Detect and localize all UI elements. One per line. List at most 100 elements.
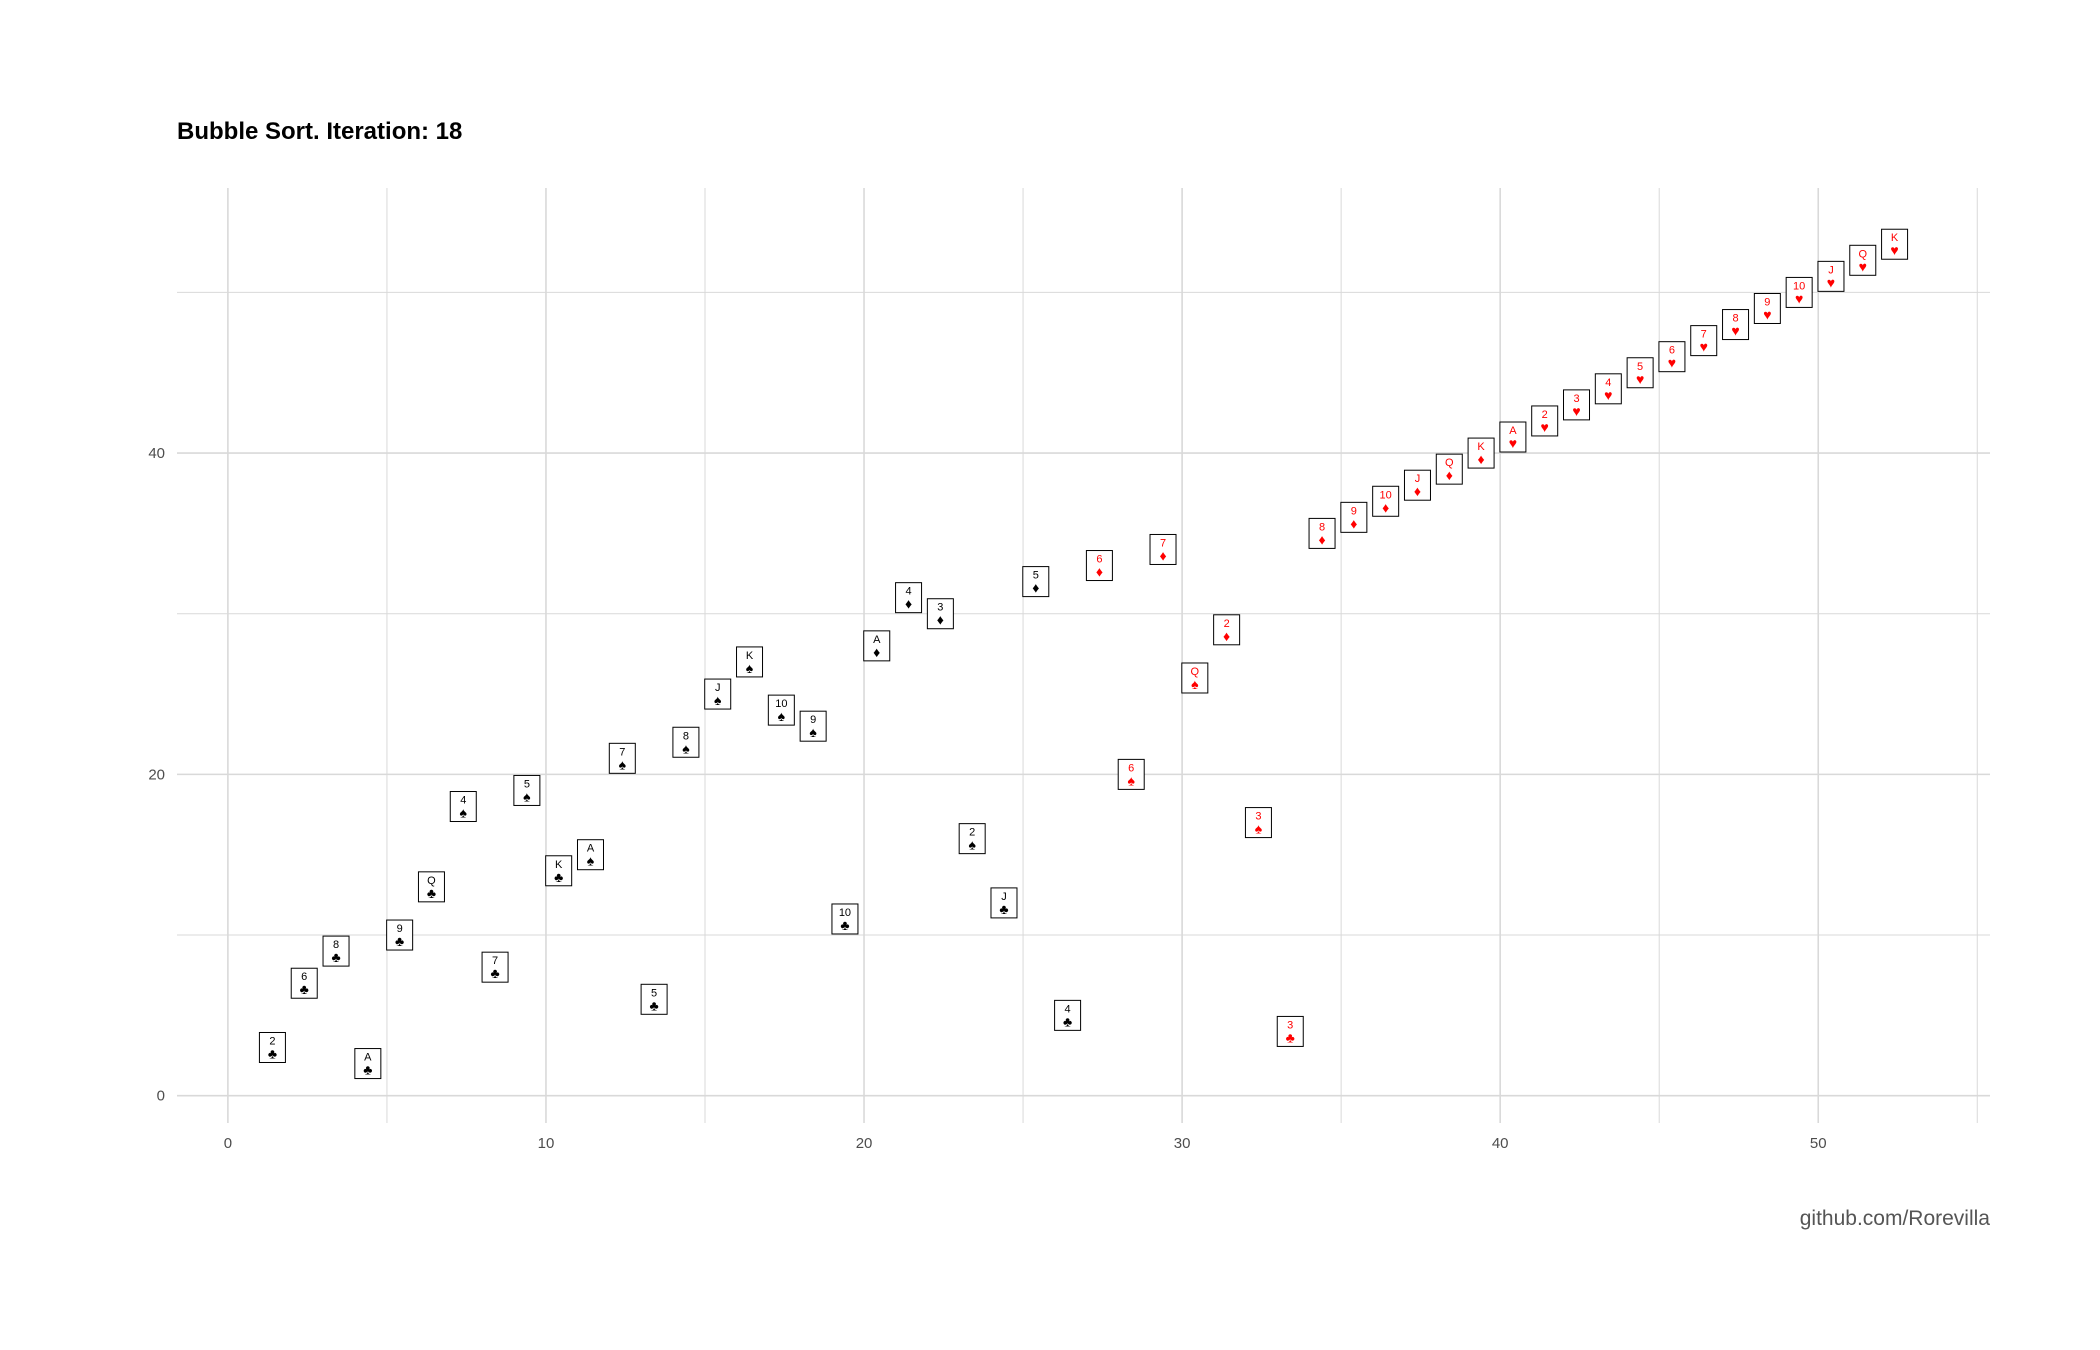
card-rank-label: 6 [1669,345,1675,357]
card-suit-icon: ♥ [1604,387,1612,403]
card-outline [767,694,795,726]
card-outline [640,983,668,1015]
card-suit-icon: ♦ [1478,451,1485,467]
card-suit-icon: ♦ [1096,564,1103,580]
card-rank-label: 2 [269,1035,275,1047]
card-marker: J♦ [1403,469,1431,501]
card-outline [1149,533,1177,565]
card-outline [1181,662,1209,694]
card-rank-label: 3 [937,602,943,614]
card-marker: 7♠ [608,742,636,774]
card-suit-icon: ♦ [1159,547,1166,563]
x-tick-label: 0 [224,1135,232,1152]
card-marker: A♠ [576,839,604,871]
card-rank-label: A [587,843,595,855]
minor-gridlines [177,188,1990,1123]
card-marker: 3♠ [1244,807,1272,839]
card-outline [354,1048,382,1080]
card-suit-icon: ♣ [363,1062,372,1078]
card-rank-label: K [1477,441,1485,453]
card-marker: A♦ [863,630,891,662]
card-rank-label: 2 [1542,409,1548,421]
y-axis-ticks: 0 20 40 [148,445,165,1105]
card-outline [1881,228,1909,260]
card-outline [1785,276,1813,308]
card-outline [1244,807,1272,839]
card-suit-icon: ♥ [1700,339,1708,355]
card-outline [1403,469,1431,501]
card-suit-icon: ♦ [1350,515,1357,531]
card-marker: 3♦ [926,598,954,630]
card-rank-label: 10 [839,907,851,919]
card-rank-label: 4 [1605,377,1611,389]
card-suit-icon: ♣ [1286,1029,1295,1045]
x-tick-label: 50 [1810,1135,1827,1152]
card-rank-label: 9 [1764,296,1770,308]
card-rank-label: 4 [460,795,466,807]
card-marker: 4♦ [895,582,923,614]
card-suit-icon: ♠ [1191,676,1199,692]
card-marker: Q♦ [1435,453,1463,485]
card-rank-label: 9 [397,923,403,935]
card-marker: 3♣ [1276,1015,1304,1047]
card-outline [1563,389,1591,421]
card-marker: Q♥ [1849,244,1877,276]
card-outline [895,582,923,614]
x-tick-label: 30 [1174,1135,1191,1152]
card-marker: K♥ [1881,228,1909,260]
card-rank-label: 3 [1573,393,1579,405]
card-outline [1435,453,1463,485]
card-rank-label: 8 [1319,521,1325,533]
card-marker: 10♣ [831,903,859,935]
card-suit-icon: ♠ [714,692,722,708]
card-outline [831,903,859,935]
card-suit-icon: ♥ [1636,371,1644,387]
card-outline [1213,614,1241,646]
card-suit-icon: ♦ [1223,628,1230,644]
y-tick-label: 0 [157,1088,165,1105]
card-suit-icon: ♣ [268,1045,277,1061]
card-suit-icon: ♠ [587,853,595,869]
card-outline [1626,357,1654,389]
card-rank-label: 3 [1287,1019,1293,1031]
card-suit-icon: ♥ [1731,323,1739,339]
card-marker: 5♦ [1022,566,1050,598]
card-rank-label: A [1509,425,1517,437]
card-outline [799,710,827,742]
card-rank-label: 10 [1380,489,1392,501]
card-outline [1340,501,1368,533]
card-outline [926,598,954,630]
card-outline [1372,485,1400,517]
y-tick-label: 20 [148,766,165,783]
card-marker: 6♠ [1117,758,1145,790]
card-outline [513,774,541,806]
card-marker: K♣ [545,855,573,887]
card-rank-label: 10 [775,698,787,710]
card-outline [322,935,350,967]
card-outline [290,967,318,999]
card-suit-icon: ♥ [1859,258,1867,274]
card-marker: 6♦ [1085,550,1113,582]
card-outline [1276,1015,1304,1047]
card-rank-label: 8 [683,730,689,742]
card-rank-label: 5 [1637,361,1643,373]
card-suit-icon: ♥ [1795,290,1803,306]
card-marker: 7♣ [481,951,509,983]
card-outline [1690,325,1718,357]
card-suit-icon: ♣ [650,997,659,1013]
card-suit-icon: ♥ [1668,355,1676,371]
card-marker: 5♣ [640,983,668,1015]
card-suit-icon: ♥ [1827,274,1835,290]
card-suit-icon: ♦ [1382,499,1389,515]
card-rank-label: 7 [1160,537,1166,549]
card-outline [863,630,891,662]
card-suit-icon: ♣ [554,869,563,885]
card-rank-label: Q [1445,457,1454,469]
card-marker: 9♣ [386,919,414,951]
card-suit-icon: ♦ [873,644,880,660]
card-markers: 2♣6♣8♣A♣9♣Q♣4♠7♣5♠K♣A♠7♠5♣8♠J♠K♠10♠ 9♠10♣… [258,228,1909,1080]
card-suit-icon: ♦ [937,612,944,628]
card-outline [417,871,445,903]
card-outline [736,646,764,678]
